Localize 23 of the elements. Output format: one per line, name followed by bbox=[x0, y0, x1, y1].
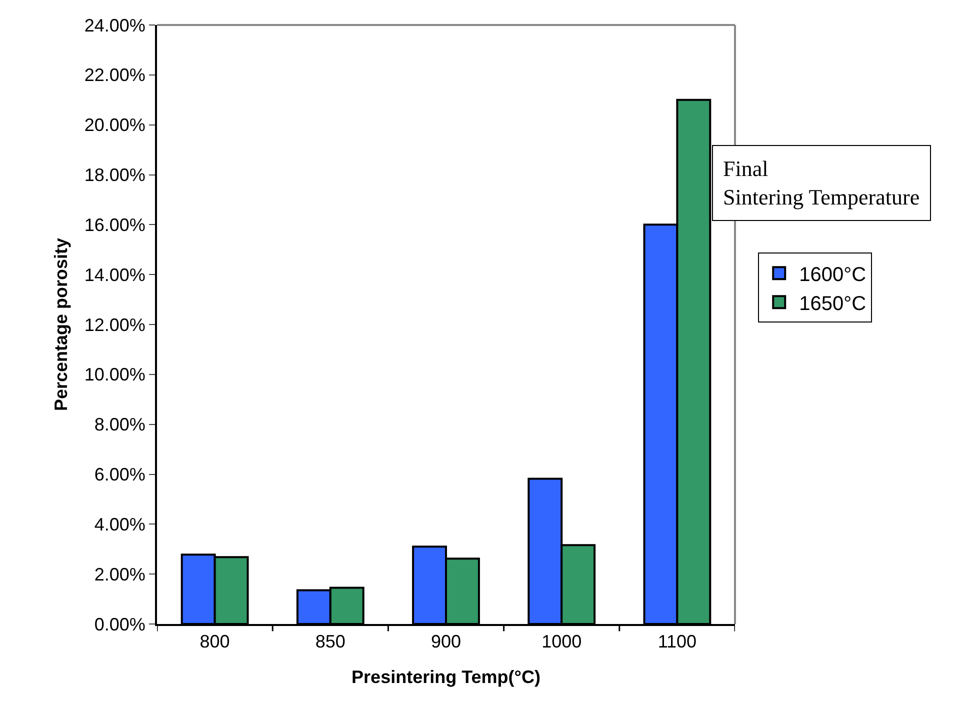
y-tick-label: 8.00% bbox=[94, 414, 146, 435]
x-tick-label: 800 bbox=[200, 632, 230, 652]
legend-label: 1600°C bbox=[799, 264, 866, 286]
x-tick-label: 850 bbox=[315, 632, 346, 652]
y-tick-label: 4.00% bbox=[94, 514, 146, 534]
y-tick-label: 14.00% bbox=[84, 264, 146, 285]
y-tick-label: 22.00% bbox=[84, 65, 146, 86]
y-tick-label: 10.00% bbox=[84, 364, 146, 385]
y-tick-label: 16.00% bbox=[84, 214, 146, 235]
y-axis-title: Percentage porosity bbox=[51, 238, 72, 412]
y-tick-label: 6.00% bbox=[94, 464, 146, 485]
y-tick-label: 24.00% bbox=[84, 15, 146, 36]
x-tick-label: 1100 bbox=[658, 632, 697, 652]
y-tick-label: 2.00% bbox=[94, 564, 146, 584]
y-tick-label: 12.00% bbox=[84, 314, 146, 335]
legend-label: 1650°C bbox=[799, 292, 866, 315]
legend-title: Final Sintering Temperature bbox=[723, 156, 920, 210]
x-tick-label: 1000 bbox=[542, 632, 582, 652]
y-tick-label: 20.00% bbox=[84, 115, 146, 136]
x-tick-label: 900 bbox=[430, 632, 462, 652]
y-tick-label: 0.00% bbox=[94, 614, 146, 634]
y-tick-label: 18.00% bbox=[84, 165, 146, 186]
x-axis-title: Presintering Temp(°C) bbox=[352, 667, 540, 688]
